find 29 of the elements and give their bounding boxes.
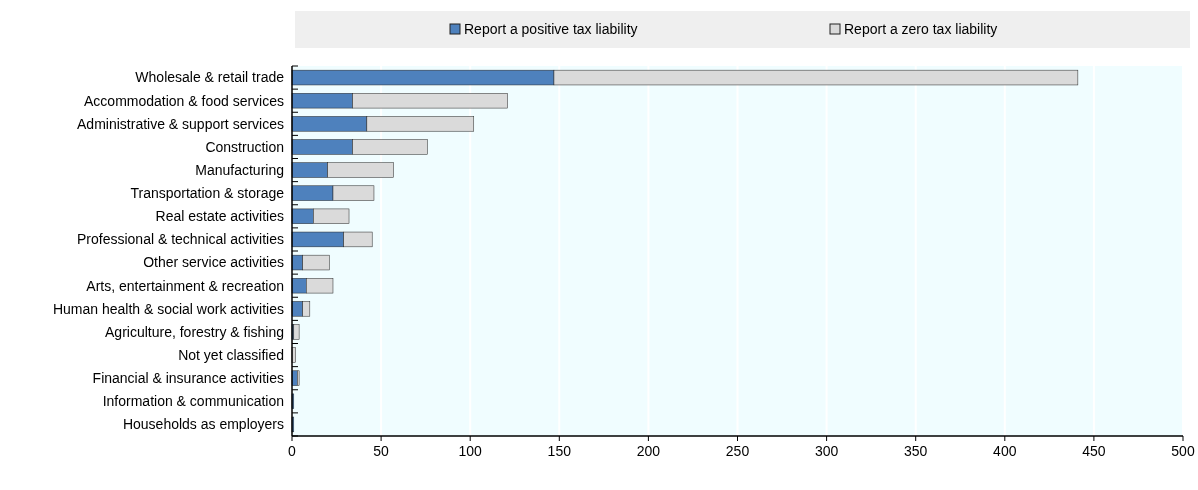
legend-label: Report a zero tax liability — [844, 20, 998, 37]
x-tick-label: 200 — [636, 443, 661, 459]
y-tick-label: Manufacturing — [195, 161, 284, 178]
x-tick-label: 50 — [373, 443, 390, 459]
x-tick-label: 450 — [1082, 443, 1106, 459]
y-tick-label: Accommodation & food services — [84, 92, 284, 109]
y-tick-label: Professional & technical activities — [77, 231, 284, 248]
y-tick-label: Wholesale & retail trade — [135, 69, 285, 86]
x-tick-label: 0 — [288, 443, 297, 459]
y-tick-label: Administrative & support services — [77, 115, 284, 132]
x-tick-label: 150 — [547, 443, 572, 459]
x-tick-label: 350 — [904, 443, 928, 459]
y-tick-label: Financial & insurance activities — [92, 370, 284, 387]
y-tick-label: Real estate activities — [155, 208, 284, 225]
y-tick-label: Construction — [205, 138, 284, 155]
y-tick-label: Human health & social work activities — [52, 300, 284, 317]
y-tick-label: Transportation & storage — [130, 185, 285, 202]
x-tick-label: 250 — [725, 443, 750, 459]
y-tick-label: Information & communication — [102, 393, 284, 410]
y-tick-label: Households as employers — [122, 416, 284, 433]
legend-label: Report a positive tax liability — [464, 20, 638, 37]
x-tick-label: 500 — [1171, 443, 1195, 459]
y-tick-label: Arts, entertainment & recreation — [86, 277, 284, 294]
y-tick-label: Other service activities — [143, 254, 284, 271]
x-tick-label: 300 — [814, 443, 839, 459]
y-tick-label: Not yet classified — [178, 346, 284, 363]
x-tick-label: 400 — [993, 443, 1017, 459]
x-tick-label: 100 — [458, 443, 483, 459]
y-tick-label: Agriculture, forestry & fishing — [105, 323, 284, 340]
